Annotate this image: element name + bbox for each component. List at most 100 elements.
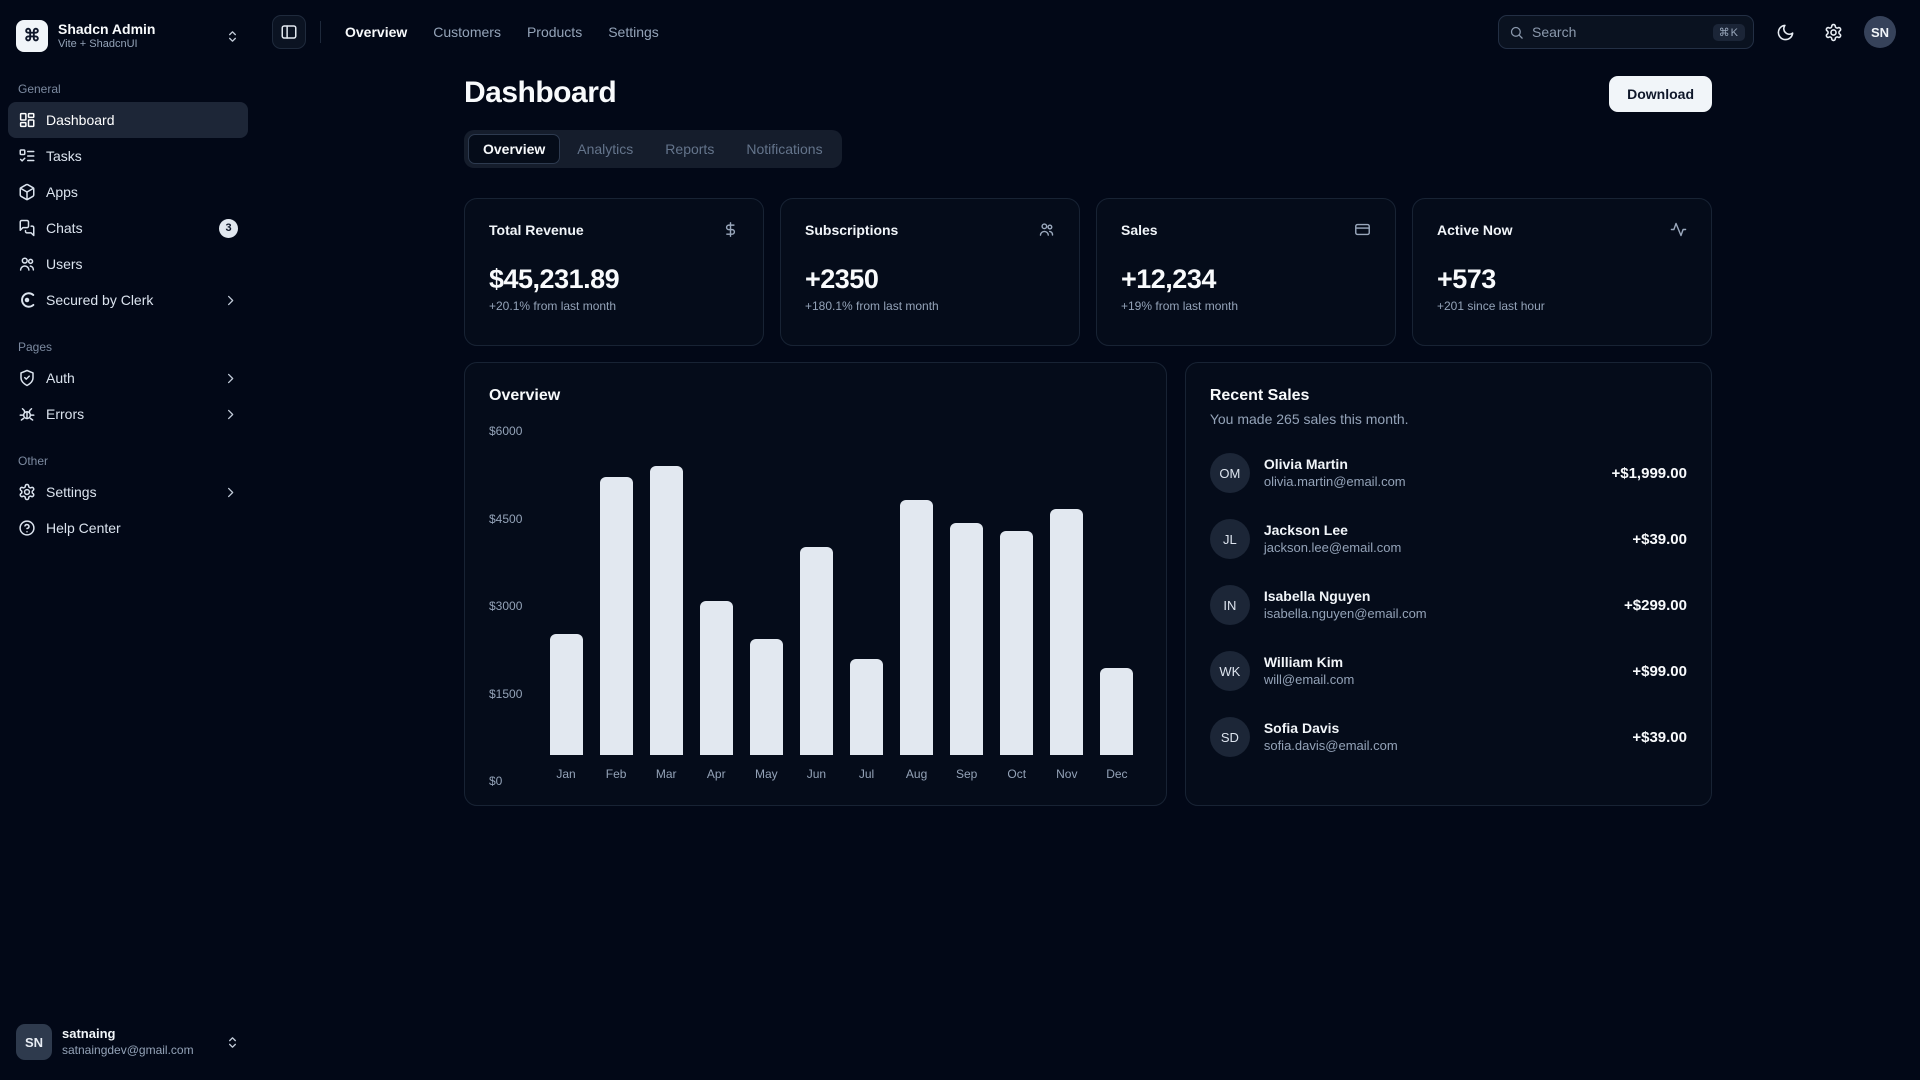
recent-sales-title: Recent Sales [1209, 387, 1310, 404]
sidebar-section-other: Other [18, 454, 49, 468]
stat-value: +2350 [805, 264, 879, 294]
avatar: SD [1209, 717, 1250, 757]
avatar: JL [1209, 519, 1250, 559]
x-axis: Jan Feb Mar Apr May Jun Jul Aug Sep Oc [556, 767, 1128, 781]
bar-nov [1050, 509, 1084, 755]
sale-amount: +$299.00 [1624, 596, 1687, 614]
panel-left-icon [281, 25, 297, 39]
sidebar-item-users[interactable]: Users [8, 246, 248, 282]
sidebar-section-general: General [18, 82, 61, 96]
stat-delta: +20.1% from last month [489, 299, 617, 313]
users-icon [19, 257, 35, 271]
sidebar-item-apps[interactable]: Apps [8, 174, 248, 210]
sale-amount: +$99.00 [1632, 662, 1687, 680]
sale-amount: +$39.00 [1632, 530, 1687, 548]
topbar: Overview Customers Products Settings Sea… [256, 0, 1920, 64]
workspace-switcher[interactable]: ⌘ Shadcn Admin Vite + ShadcnUI [8, 12, 248, 60]
stat-delta: +180.1% from last month [805, 299, 939, 313]
profile-avatar-button[interactable]: SN [1864, 16, 1896, 48]
chevrons-up-down-icon [229, 30, 236, 42]
sidebar-toggle-button[interactable] [272, 15, 306, 49]
top-navigation: Overview Customers Products Settings [345, 24, 659, 40]
tab-analytics[interactable]: Analytics [577, 141, 634, 157]
stat-card-sales: Sales +12,234 +19% from last month [1096, 198, 1396, 346]
stat-card-active-now: Active Now +573 +201 since last hour [1412, 198, 1712, 346]
bar-jun [799, 547, 833, 755]
sidebar-item-tasks[interactable]: Tasks [8, 138, 248, 174]
bar-apr [699, 601, 733, 755]
stat-value: +573 [1437, 264, 1496, 294]
chevron-right-icon [228, 373, 234, 383]
bar-dec [1100, 668, 1134, 755]
sidebar-item-auth[interactable]: Auth [8, 360, 248, 396]
recent-sales-card: Recent Sales You made 265 sales this mon… [1184, 362, 1712, 806]
help-circle-icon [19, 520, 35, 536]
stat-card-total-revenue: Total Revenue $45,231.89 +20.1% from las… [464, 198, 764, 346]
chevron-right-icon [228, 487, 234, 497]
search-input[interactable]: Search ⌘K [1498, 15, 1754, 49]
recent-sales-list: OM Olivia Martin olivia.martin@email.com… [1209, 453, 1687, 757]
divider [320, 21, 321, 43]
settings-button[interactable] [1816, 15, 1850, 49]
chevron-right-icon [228, 409, 234, 419]
package-icon [19, 183, 35, 201]
nav-link-products[interactable]: Products [526, 24, 583, 40]
bar-oct [1000, 530, 1034, 755]
nav-link-customers[interactable]: Customers [433, 24, 501, 40]
theme-toggle-button[interactable] [1768, 15, 1802, 49]
list-item: JL Jackson Lee jackson.lee@email.com +$3… [1209, 519, 1687, 559]
stat-delta: +201 since last hour [1437, 299, 1545, 313]
gear-icon [19, 483, 35, 501]
stat-value: +12,234 [1121, 264, 1216, 294]
bug-icon [19, 408, 35, 421]
y-axis: $6000 $4500 $3000 $1500 $0 [489, 424, 523, 788]
bar-aug [900, 499, 934, 755]
avatar: WK [1209, 651, 1250, 691]
sidebar-user-menu[interactable]: SN satnaing satnaingdev@gmail.com [8, 1016, 248, 1068]
nav-link-overview[interactable]: Overview [345, 24, 408, 40]
list-item: SD Sofia Davis sofia.davis@email.com +$3… [1209, 717, 1687, 757]
layout-dashboard-icon [19, 112, 35, 128]
sidebar-item-help-center[interactable]: Help Center [8, 510, 248, 546]
main-area: Overview Customers Products Settings Sea… [256, 0, 1920, 1080]
dashboard-tabs: Overview Analytics Reports Notifications [464, 130, 842, 168]
page-title: Dashboard [464, 76, 617, 109]
user-email: satnaingdev@gmail.com [62, 1042, 194, 1057]
bar-feb [599, 476, 633, 755]
sidebar-item-settings[interactable]: Settings [8, 474, 248, 510]
chats-count-badge: 3 [219, 218, 238, 238]
activity-icon [1670, 222, 1687, 237]
sale-amount: +$39.00 [1632, 728, 1687, 746]
sidebar-item-dashboard[interactable]: Dashboard [8, 102, 248, 138]
command-icon: ⌘ [16, 20, 48, 52]
stat-value: $45,231.89 [489, 264, 620, 294]
nav-link-settings[interactable]: Settings [608, 24, 659, 40]
stat-delta: +19% from last month [1121, 299, 1239, 313]
avatar: OM [1209, 453, 1250, 493]
app-name: Shadcn Admin [58, 21, 156, 37]
dollar-icon [725, 222, 736, 237]
sidebar-item-errors[interactable]: Errors [8, 396, 248, 432]
user-name: satnaing [62, 1026, 116, 1042]
search-icon [1510, 26, 1523, 39]
tab-reports[interactable]: Reports [665, 141, 715, 157]
app-subtitle: Vite + ShadcnUI [58, 37, 138, 50]
tab-notifications[interactable]: Notifications [746, 141, 823, 157]
plot-area [541, 431, 1142, 755]
tab-overview[interactable]: Overview [468, 134, 561, 164]
messages-icon [19, 219, 35, 237]
search-shortcut-kbd: ⌘K [1712, 23, 1745, 41]
page-content: Dashboard Download Overview Analytics Re… [256, 64, 1920, 1080]
sidebar-item-secured-by-clerk[interactable]: Secured by Clerk [8, 282, 248, 318]
list-todo-icon [19, 149, 35, 162]
avatar: SN [16, 1024, 52, 1060]
moon-icon [1777, 24, 1793, 40]
bar-mar [649, 466, 683, 755]
sale-amount: +$1,999.00 [1611, 464, 1687, 482]
download-button[interactable]: Download [1609, 76, 1712, 112]
list-item: IN Isabella Nguyen isabella.nguyen@email… [1209, 585, 1687, 625]
chevrons-up-down-icon [229, 1036, 236, 1048]
chart-title: Overview [489, 387, 561, 404]
sidebar-item-chats[interactable]: Chats 3 [8, 210, 248, 246]
